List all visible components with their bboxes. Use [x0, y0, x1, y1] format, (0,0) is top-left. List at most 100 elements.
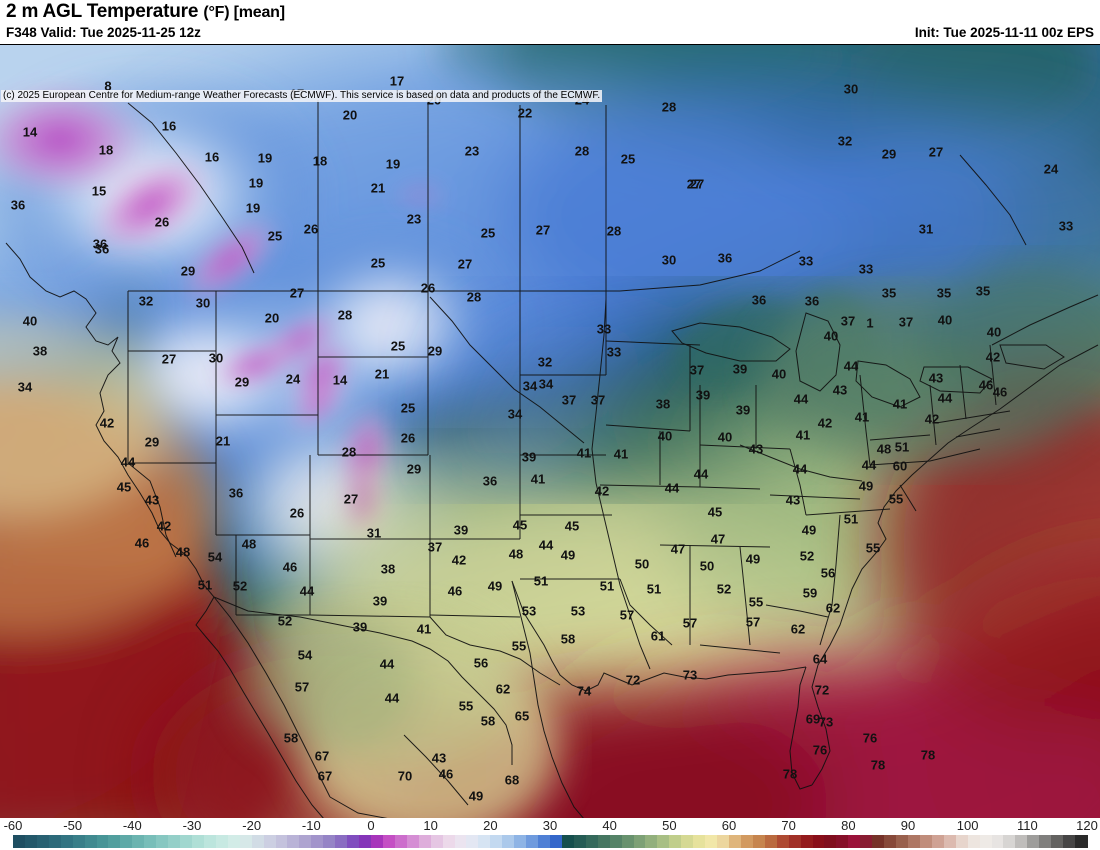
temperature-map[interactable]: (c) 2025 European Centre for Medium-rang…: [0, 44, 1100, 819]
coastlines-and-borders: [5, 100, 1099, 819]
colorbar-segment: [418, 835, 432, 848]
colorbar-tick: 70: [781, 818, 796, 833]
colorbar-segment: [514, 835, 527, 848]
colorbar-segment: [239, 835, 253, 848]
colorbar-tick: 110: [1016, 818, 1038, 833]
colorbar-segment: [908, 835, 921, 848]
colorbar-segment: [896, 835, 909, 848]
colorbar-segment: [609, 835, 623, 848]
colorbar-gradient: [13, 835, 1088, 848]
temperature-field-svg: [0, 45, 1100, 819]
colorbar-segment: [323, 835, 336, 848]
colorbar-segment: [13, 835, 26, 848]
colorbar-segment: [371, 835, 384, 848]
colorbar-segment: [561, 835, 575, 848]
colorbar-tick: -50: [63, 818, 83, 833]
colorbar-segment: [490, 835, 503, 848]
colorbar-segment: [502, 835, 515, 848]
colorbar-segment: [752, 835, 766, 848]
colorbar-segment: [1051, 835, 1064, 848]
colorbar-tick: -30: [182, 818, 202, 833]
colorbar-segment: [72, 835, 86, 848]
colorbar-tick: 120: [1076, 818, 1098, 833]
colorbar-tick: 0: [367, 818, 375, 833]
colorbar-segment: [168, 835, 181, 848]
colorbar-segment: [919, 835, 933, 848]
colorbar-segment: [144, 835, 157, 848]
colorbar-segment: [836, 835, 849, 848]
colorbar-segment: [203, 835, 217, 848]
valid-time-label: F348 Valid: Tue 2025-11-25 12z: [6, 25, 201, 40]
colorbar-segment: [788, 835, 802, 848]
colorbar-tick: 20: [483, 818, 498, 833]
colorbar-segment: [955, 835, 969, 848]
colorbar-segment: [442, 835, 456, 848]
colorbar-segment: [275, 835, 289, 848]
colorbar-tick: 90: [900, 818, 916, 833]
colorbar-tick: 100: [956, 818, 979, 833]
colorbar-segment: [693, 835, 706, 848]
colorbar-segment: [848, 835, 861, 848]
colorbar-segment: [227, 835, 241, 848]
colorbar-segment: [347, 835, 360, 848]
colorbar-segment: [967, 835, 981, 848]
colorbar-segment: [108, 835, 121, 848]
colorbar-segment: [48, 835, 62, 848]
colorbar-segment: [84, 835, 98, 848]
page-title-unit: (°F) [mean]: [203, 4, 285, 21]
colorbar-tick: 80: [841, 818, 856, 833]
colorbar-segment: [466, 835, 479, 848]
colorbar-segment: [192, 835, 205, 848]
colorbar-segment: [729, 835, 742, 848]
colorbar-segment: [872, 835, 885, 848]
colorbar-segment: [1075, 835, 1088, 848]
colorbar-tick-labels: -60 -50 -40 -30 -20 -10 0 10 20 30 40 50 60 70 80 90 100…: [0, 818, 1100, 834]
colorbar-segment: [931, 835, 945, 848]
page-title: 2 m AGL Temperature (°F) [mean]: [6, 1, 285, 23]
colorbar-segment: [645, 835, 658, 848]
pivotal-weather-logo: piv: [833, 813, 1096, 819]
colorbar-tick: -20: [242, 818, 262, 833]
colorbar-segment: [263, 835, 277, 848]
colorbar-segment: [215, 835, 229, 848]
colorbar-segment: [812, 835, 826, 848]
colorbar-segment: [764, 835, 778, 848]
colorbar-tick: 40: [602, 818, 617, 833]
colorbar-tick: 30: [542, 818, 558, 833]
colorbar-segment: [979, 835, 993, 848]
colorbar-segment: [156, 835, 169, 848]
page-title-main: 2 m AGL Temperature: [6, 1, 199, 22]
colorbar-segment: [991, 835, 1005, 848]
colorbar-tick: 10: [423, 818, 438, 833]
logo-text-post: tal weather: [913, 813, 1096, 819]
colorbar-segment: [180, 835, 193, 848]
colorbar-segment: [705, 835, 718, 848]
colorbar-tick: -60: [3, 818, 23, 833]
colorbar-segment: [1063, 835, 1076, 848]
colorbar-segment: [597, 835, 611, 848]
colorbar-segment: [526, 835, 539, 848]
colorbar-segment: [454, 835, 468, 848]
colorbar-segment: [382, 835, 396, 848]
colorbar-segment: [24, 835, 38, 848]
colorbar-segment: [120, 835, 133, 848]
colorbar-segment: [717, 835, 730, 848]
colorbar-segment: [1027, 835, 1040, 848]
colorbar-segment: [96, 835, 110, 848]
ecmwf-copyright: (c) 2025 European Centre for Medium-rang…: [1, 90, 603, 102]
colorbar-segment: [824, 835, 837, 848]
colorbar-segment: [621, 835, 635, 848]
colorbar-segment: [430, 835, 444, 848]
colorbar-segment: [132, 835, 145, 848]
colorbar-segment: [299, 835, 312, 848]
colorbar-segment: [287, 835, 300, 848]
colorbar-segment: [1039, 835, 1052, 848]
colorbar-segment: [36, 835, 50, 848]
colorbar-segment: [478, 835, 491, 848]
colorbar-segment: [406, 835, 420, 848]
logo-text-pre: piv: [833, 813, 885, 819]
colorbar[interactable]: -60 -50 -40 -30 -20 -10 0 10 20 30 40 50 60 70 80 90 100…: [0, 818, 1100, 850]
colorbar-tick: 60: [721, 818, 737, 833]
colorbar-segment: [394, 835, 408, 848]
